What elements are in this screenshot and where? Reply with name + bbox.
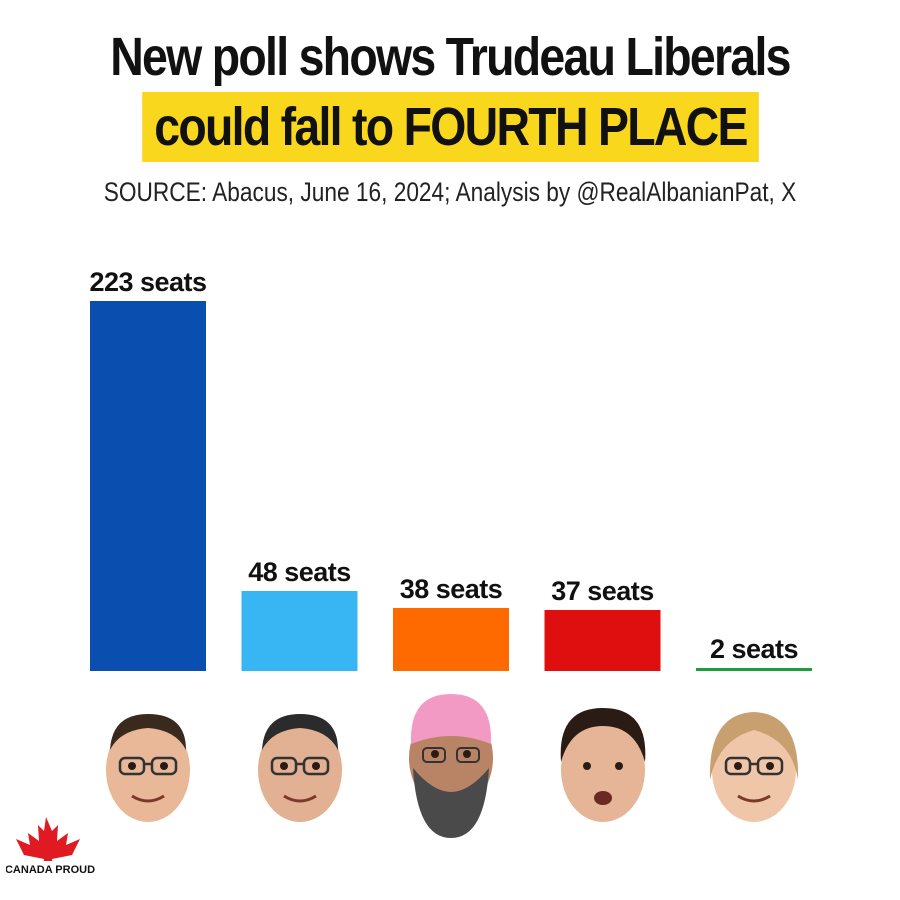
bar-4 — [544, 610, 661, 671]
bar-label-3: 38 seats — [400, 574, 503, 604]
leader-portrait-4-icon — [551, 700, 655, 835]
bar-label-2: 48 seats — [248, 557, 351, 587]
canada-proud-logo: CANADA PROUD — [5, 815, 96, 885]
title-line-2-wrap: could fall to FOURTH PLACE — [0, 92, 900, 162]
bar-label-5: 2 seats — [710, 634, 798, 664]
title-line-2-highlight: could fall to FOURTH PLACE — [141, 92, 759, 162]
maple-leaf-icon — [16, 817, 80, 867]
leader-portrait-1-icon — [96, 700, 200, 835]
source-line: SOURCE: Abacus, June 16, 2024; Analysis … — [103, 177, 797, 207]
title-line-1: New poll shows Trudeau Liberals — [110, 27, 791, 87]
leader-portrait-3-icon — [399, 688, 503, 853]
leader-portrait-2-icon — [248, 700, 352, 835]
bar-3 — [393, 608, 509, 671]
bar-label-4: 37 seats — [551, 576, 654, 606]
logo-text: CANADA PROUD — [6, 864, 95, 876]
bar-2 — [241, 591, 358, 671]
leader-portrait-5-icon — [702, 700, 806, 835]
bar-1 — [90, 301, 206, 671]
bar-label-1: 223 seats — [89, 267, 206, 297]
bar-5 — [696, 668, 812, 671]
